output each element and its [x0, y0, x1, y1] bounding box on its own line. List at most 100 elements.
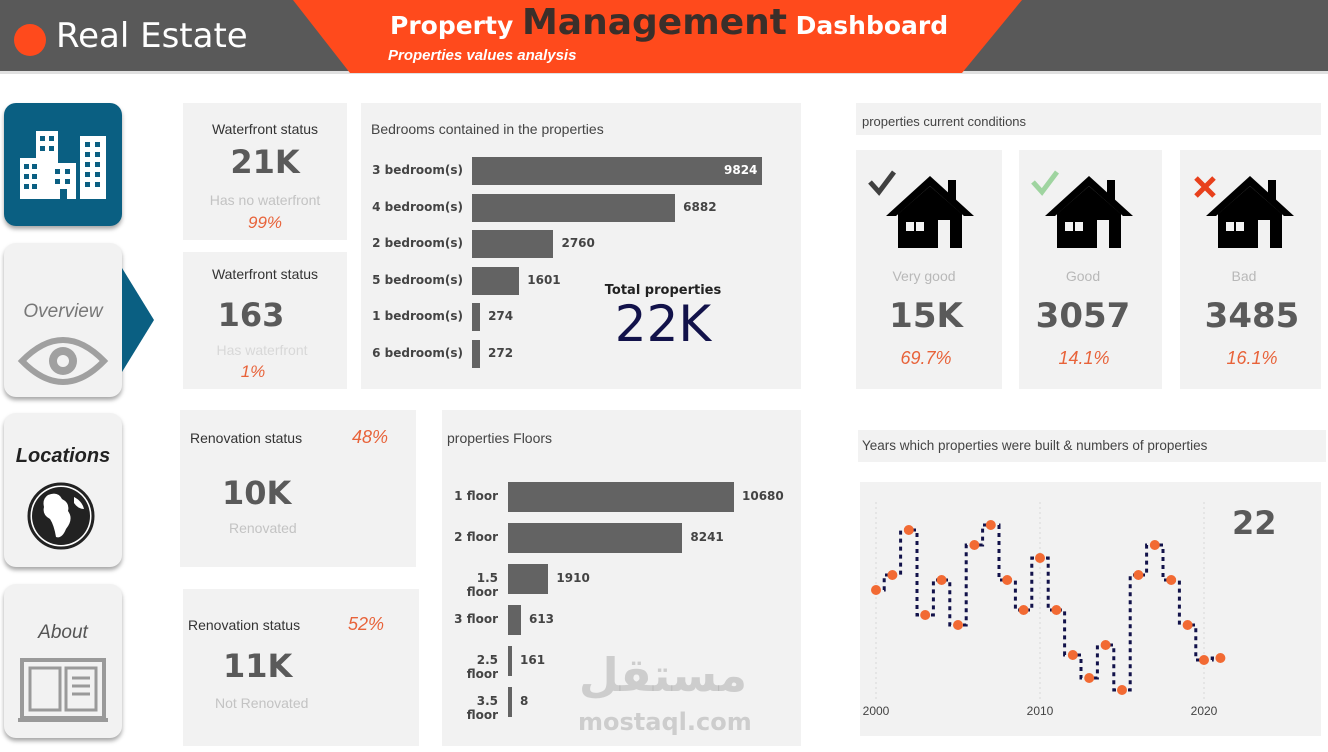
brand-dot	[14, 24, 46, 56]
floors-bar-label: 3.5 floor	[466, 694, 498, 722]
floors-bar	[508, 646, 512, 676]
page-title: Property Management Dashboard	[390, 2, 948, 43]
book-icon	[18, 658, 108, 722]
years-data-point	[903, 525, 914, 535]
house-icon	[1045, 176, 1133, 248]
years-data-point	[953, 620, 963, 630]
bedrooms-bar	[472, 157, 762, 185]
page-title-post: Dashboard	[786, 11, 949, 40]
not-renovated-value: 11K	[223, 647, 293, 685]
floors-bar	[508, 687, 512, 717]
bedrooms-bar-label: 5 bedroom(s)	[372, 272, 463, 287]
floors-bar-value: 1910	[556, 571, 590, 585]
waterfront-none-pct: 99%	[247, 213, 283, 232]
globe-icon	[27, 482, 95, 550]
cross-icon	[1194, 176, 1216, 198]
check-icon	[1031, 170, 1059, 196]
floors-bar-value: 613	[528, 612, 555, 626]
years-data-point	[1035, 553, 1045, 563]
floors-bar	[508, 605, 521, 635]
not-renovated-title: Renovation status	[188, 617, 301, 633]
page-subtitle: Properties values analysis	[388, 47, 577, 64]
years-x-tick-label: 2000	[863, 704, 890, 718]
years-series-line	[876, 523, 1221, 692]
waterfront-yes-card: Waterfront status 163 Has waterfront 1%	[183, 252, 347, 389]
bedrooms-bar	[472, 193, 676, 222]
years-title-bar: Years which properties were built & numb…	[858, 430, 1326, 462]
years-data-point	[1002, 575, 1013, 585]
not-renovated-caption: Not Renovated	[215, 695, 309, 711]
active-nav-arrow-icon	[122, 268, 154, 372]
renovated-title: Renovation status	[190, 430, 303, 446]
bedrooms-chart-title: Bedrooms contained in the properties	[371, 121, 604, 137]
condition-pct-bad: 16.1%	[1226, 348, 1278, 368]
years-data-point	[1149, 540, 1160, 550]
years-x-tick-label: 2010	[1027, 704, 1054, 718]
floors-bar-value: 8	[520, 694, 529, 708]
locations-nav-button[interactable]: Locations	[4, 413, 122, 567]
years-data-point	[1133, 570, 1144, 580]
renovated-value: 10K	[222, 474, 292, 512]
years-data-point	[969, 540, 980, 550]
home-nav-button[interactable]	[4, 103, 122, 226]
bedrooms-chart-card: Bedrooms contained in the properties Tot…	[361, 103, 801, 389]
header-accent-shape	[293, 0, 1022, 73]
total-properties-value: 22K	[614, 295, 712, 353]
bedrooms-bar-label: 1 bedroom(s)	[372, 309, 463, 323]
floors-bar-label: 2.5 floor	[466, 653, 498, 681]
not-renovated-card: Renovation status 52% 11K Not Renovated	[183, 589, 419, 746]
bedrooms-bar-label: 6 bedroom(s)	[372, 345, 463, 360]
floors-bar-label: 3 floor	[454, 612, 498, 626]
years-data-point	[1084, 673, 1095, 683]
years-chart-card: 22 2000 2010 2020	[860, 482, 1321, 736]
waterfront-none-caption: Has no waterfront	[209, 192, 321, 208]
condition-value-good: 3057	[1035, 296, 1131, 336]
waterfront-yes-value: 163	[217, 296, 285, 334]
condition-label-good: Good	[1065, 268, 1101, 284]
bedrooms-bar-value: 9824	[724, 163, 758, 177]
bedrooms-bar	[472, 303, 481, 331]
renovated-card: Renovation status 48% 10K Renovated	[180, 410, 416, 567]
overview-nav-button[interactable]: Overview	[4, 243, 122, 397]
bedrooms-bar-value: 274	[488, 309, 514, 323]
years-data-point	[920, 610, 931, 620]
locations-label: Locations	[15, 445, 111, 467]
overview-label: Overview	[23, 301, 103, 322]
house-icon	[1206, 176, 1294, 248]
floors-bar-value: 10680	[742, 489, 784, 503]
years-data-point	[1051, 605, 1062, 615]
floors-bar	[508, 564, 549, 594]
condition-value-bad: 3485	[1204, 296, 1300, 336]
years-data-point	[1166, 575, 1177, 585]
years-data-point	[1199, 655, 1209, 665]
house-icon	[886, 176, 974, 248]
years-data-point	[1100, 640, 1111, 650]
not-renovated-pct: 52%	[348, 614, 385, 634]
years-data-point	[1117, 685, 1127, 695]
floors-bar	[508, 523, 683, 553]
bedrooms-bar-label: 2 bedroom(s)	[372, 236, 463, 250]
bedrooms-bar-label: 3 bedroom(s)	[372, 163, 463, 177]
waterfront-yes-pct: 1%	[240, 362, 266, 381]
years-data-point	[1067, 650, 1078, 660]
about-label: About	[38, 622, 88, 643]
years-line-chart: 2000 2010 2020	[863, 502, 1226, 718]
brand-title: Real Estate	[56, 16, 248, 56]
condition-pct-good: 14.1%	[1058, 348, 1110, 368]
floors-bar-value: 8241	[690, 530, 724, 544]
about-nav-button[interactable]: About	[4, 584, 122, 738]
floors-bar-label: 1.5 floor	[466, 571, 498, 599]
condition-pct-very-good: 69.7%	[900, 348, 952, 368]
floors-bar-label: 2 floor	[454, 530, 498, 544]
renovated-caption: Renovated	[229, 520, 297, 536]
floors-bar-label: 1 floor	[454, 489, 498, 503]
total-properties-label: Total properties	[604, 283, 722, 298]
page-title-pre: Property	[390, 11, 522, 40]
renovated-pct: 48%	[352, 427, 389, 447]
years-data-point	[985, 520, 996, 530]
waterfront-yes-title: Waterfront status	[211, 266, 319, 282]
years-badge: 22	[1232, 504, 1277, 542]
bedrooms-bar-value: 6882	[683, 199, 717, 214]
condition-card-good: Good 3057 14.1%	[1019, 150, 1162, 389]
waterfront-none-title: Waterfront status	[211, 121, 319, 137]
